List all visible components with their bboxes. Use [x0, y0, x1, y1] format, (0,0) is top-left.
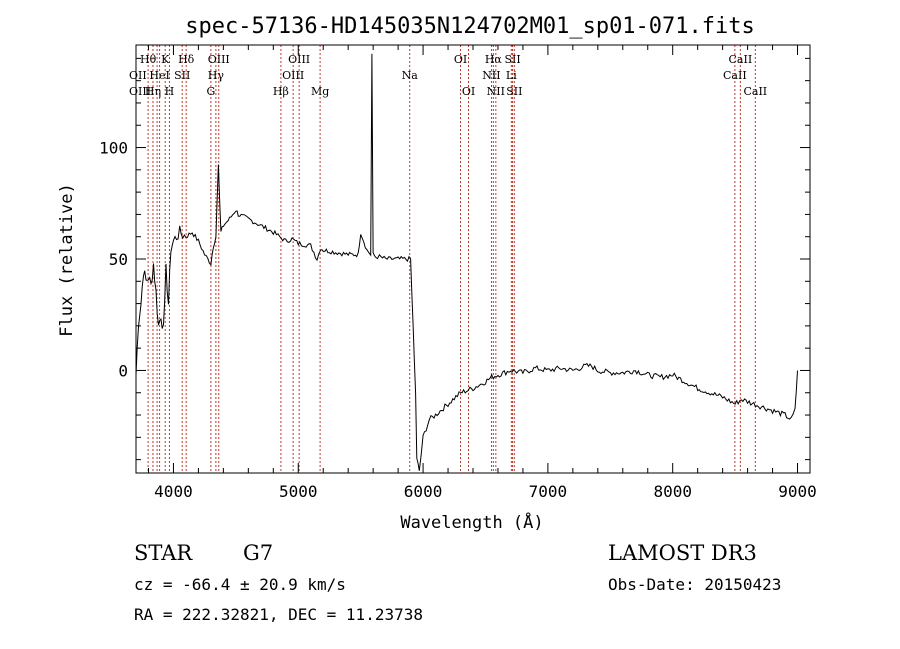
spectral-line-label: OI — [462, 85, 475, 98]
spectral-line-label: OIII — [208, 53, 230, 66]
x-tick-label: 6000 — [404, 482, 443, 501]
x-axis-label: Wavelength (Å) — [400, 511, 543, 533]
spectral-line-label: HeI — [149, 69, 169, 82]
spectral-line-label: CaII — [729, 53, 753, 66]
x-tick-label: 8000 — [653, 482, 692, 501]
y-axis-ticks: 0 50 100 — [99, 57, 810, 461]
object-type: STAR — [134, 541, 193, 565]
spectral-line-label: Hα — [485, 53, 503, 66]
spectral-line-label: Hθ — [140, 53, 157, 66]
survey-name: LAMOST DR3 — [608, 541, 757, 565]
spectral-line-label: SII — [504, 53, 520, 66]
spectral-line-label: Mg — [311, 85, 329, 98]
spectral-line-label: G — [206, 85, 215, 98]
coordinates: RA = 222.32821, DEC = 11.23738 — [134, 605, 423, 624]
spectral-line-label: Hβ — [273, 85, 289, 98]
obs-date: Obs-Date: 20150423 — [608, 575, 781, 594]
spectral-line-label: OIII — [288, 53, 310, 66]
spectral-line-label: Li — [506, 69, 517, 82]
x-axis-ticks: 4000 5000 6000 7000 8000 9000 — [147, 45, 817, 501]
spectral-line-label: Na — [402, 69, 419, 82]
spectral-line-label: SII — [506, 85, 522, 98]
x-tick-label: 9000 — [778, 482, 817, 501]
spectral-line-label: OIII — [282, 69, 304, 82]
line-markers — [147, 45, 756, 473]
y-tick-label: 0 — [118, 361, 128, 380]
spectral-line-label: K — [161, 53, 170, 66]
spectral-line-label: Hη — [145, 85, 161, 98]
x-tick-label: 5000 — [279, 482, 318, 501]
chart-title: spec-57136-HD145035N124702M01_sp01-071.f… — [185, 14, 755, 39]
spectral-line-label: NII — [482, 69, 500, 82]
redshift-cz: cz = -66.4 ± 20.9 km/s — [134, 575, 346, 594]
x-tick-label: 4000 — [154, 482, 193, 501]
spectral-line-label: CaII — [743, 85, 767, 98]
marker-prefix-oii: OII — [129, 69, 147, 82]
spectral-line-label: NII — [487, 85, 505, 98]
plot-frame — [135, 44, 811, 474]
y-tick-label: 100 — [99, 139, 128, 158]
spectral-line-label: SII — [174, 69, 190, 82]
y-tick-label: 50 — [109, 250, 128, 269]
object-subclass: G7 — [243, 541, 273, 565]
marker-prefix-oiii: OIII — [129, 85, 151, 98]
line-marker-labels: Hθ Hη HeI K H Hδ SII G Hγ OIII Hβ OIII OIII Mg Na OI OI N… — [140, 53, 767, 98]
y-axis-label: Flux (relative) — [57, 183, 77, 337]
spectral-line-label: H — [165, 85, 175, 98]
spectral-line-label: OI — [454, 53, 467, 66]
spectral-line-label: Hδ — [178, 53, 195, 66]
spectral-line-label: CaII — [723, 69, 747, 82]
spectrum-line — [135, 53, 798, 471]
spectral-line-label: Hγ — [208, 69, 225, 82]
x-tick-label: 7000 — [529, 482, 568, 501]
